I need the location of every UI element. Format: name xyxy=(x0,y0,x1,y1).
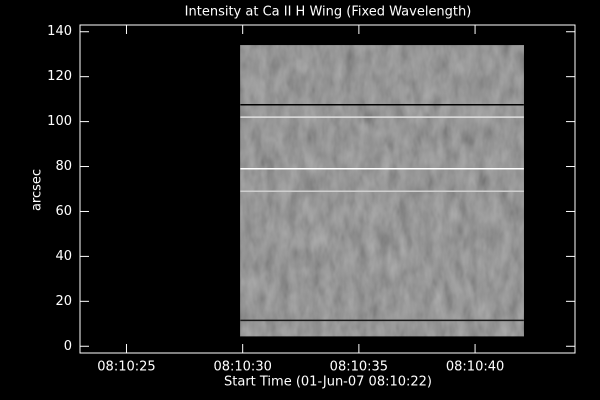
y-tick-label: 100 xyxy=(47,114,72,129)
plot-frame xyxy=(79,24,576,354)
x-axis-label: Start Time (01-Jun-07 08:10:22) xyxy=(224,375,432,390)
y-tick-label: 120 xyxy=(47,69,72,84)
y-tick-label: 60 xyxy=(55,204,72,219)
y-tick-label: 40 xyxy=(55,249,72,264)
y-tick-label: 140 xyxy=(47,24,72,39)
x-tick-label: 08:10:25 xyxy=(97,360,155,375)
x-tick-label: 08:10:35 xyxy=(330,360,388,375)
y-tick-label: 20 xyxy=(55,294,72,309)
y-axis-label: arcsec xyxy=(30,169,45,211)
x-tick-label: 08:10:30 xyxy=(213,360,271,375)
y-tick-label: 0 xyxy=(64,339,72,354)
x-tick-label: 08:10:40 xyxy=(446,360,504,375)
y-tick-label: 80 xyxy=(55,159,72,174)
chart-title: Intensity at Ca II H Wing (Fixed Wavelen… xyxy=(185,5,472,20)
